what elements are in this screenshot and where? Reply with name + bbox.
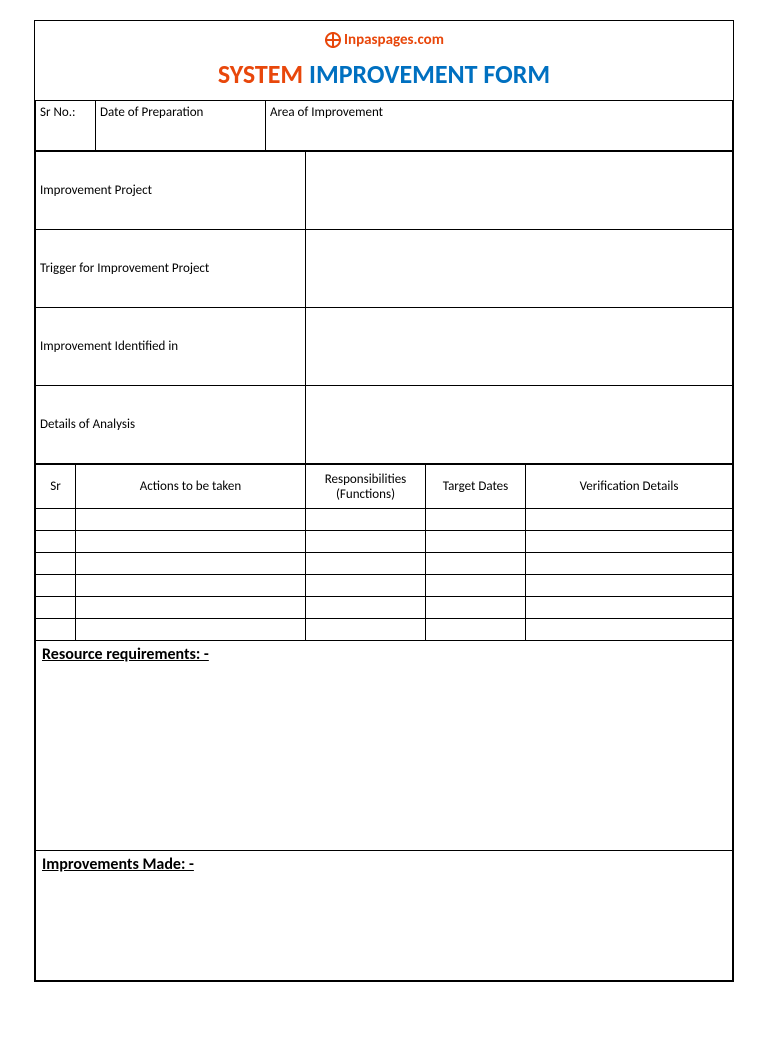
table-row <box>36 531 733 553</box>
table-row <box>36 597 733 619</box>
cell-resp[interactable] <box>306 619 426 641</box>
cell-actions[interactable] <box>76 597 306 619</box>
cell-sr[interactable] <box>36 575 76 597</box>
cell-target[interactable] <box>426 597 526 619</box>
logo-text: Inpaspages.com <box>344 31 444 49</box>
form-title: SYSTEM IMPROVEMENT FORM <box>35 56 733 100</box>
cell-sr[interactable] <box>36 531 76 553</box>
cell-resp[interactable] <box>306 553 426 575</box>
cell-verification[interactable] <box>526 597 733 619</box>
cell-resp[interactable] <box>306 509 426 531</box>
cell-sr[interactable] <box>36 597 76 619</box>
col-header-verification: Verification Details <box>526 465 733 509</box>
logo-area: Inpaspages.com <box>35 21 733 56</box>
field-improvement-project[interactable] <box>306 152 733 230</box>
table-row <box>36 553 733 575</box>
label-details-analysis: Details of Analysis <box>36 386 306 464</box>
cell-actions[interactable] <box>76 531 306 553</box>
table-row <box>36 619 733 641</box>
cell-target[interactable] <box>426 531 526 553</box>
cell-target[interactable] <box>426 619 526 641</box>
label-date-prep: Date of Preparation <box>96 101 266 151</box>
actions-table: Sr Actions to be taken Responsibilities … <box>35 464 733 641</box>
cell-sr[interactable] <box>36 553 76 575</box>
improvements-made-section[interactable]: Improvements Made: - <box>35 851 733 981</box>
header-table: Sr No.: Date of Preparation Area of Impr… <box>35 100 733 151</box>
col-header-sr: Sr <box>36 465 76 509</box>
form-page: Inpaspages.com SYSTEM IMPROVEMENT FORM S… <box>34 20 734 982</box>
resource-requirements-heading: Resource requirements: - <box>42 645 209 664</box>
cell-verification[interactable] <box>526 531 733 553</box>
table-row <box>36 575 733 597</box>
cell-verification[interactable] <box>526 619 733 641</box>
cell-verification[interactable] <box>526 575 733 597</box>
col-header-responsibilities: Responsibilities (Functions) <box>306 465 426 509</box>
cell-actions[interactable] <box>76 553 306 575</box>
form-outer-border: Inpaspages.com SYSTEM IMPROVEMENT FORM S… <box>34 20 734 982</box>
label-sr-no: Sr No.: <box>36 101 96 151</box>
label-identified-in: Improvement Identified in <box>36 308 306 386</box>
logo: Inpaspages.com <box>324 31 444 49</box>
title-rest: IMPROVEMENT FORM <box>309 58 550 90</box>
cell-actions[interactable] <box>76 575 306 597</box>
resource-requirements-section[interactable]: Resource requirements: - <box>35 641 733 851</box>
cell-sr[interactable] <box>36 619 76 641</box>
field-identified-in[interactable] <box>306 308 733 386</box>
table-row <box>36 509 733 531</box>
cell-target[interactable] <box>426 509 526 531</box>
title-word-system: SYSTEM <box>218 58 303 90</box>
field-details-analysis[interactable] <box>306 386 733 464</box>
col-header-actions: Actions to be taken <box>76 465 306 509</box>
label-area-improvement: Area of Improvement <box>266 101 733 151</box>
logo-icon <box>324 31 342 49</box>
cell-resp[interactable] <box>306 531 426 553</box>
cell-target[interactable] <box>426 553 526 575</box>
col-header-target: Target Dates <box>426 465 526 509</box>
label-trigger: Trigger for Improvement Project <box>36 230 306 308</box>
label-improvement-project: Improvement Project <box>36 152 306 230</box>
cell-resp[interactable] <box>306 597 426 619</box>
actions-tbody <box>36 509 733 641</box>
improvements-made-heading: Improvements Made: - <box>42 855 194 874</box>
cell-verification[interactable] <box>526 509 733 531</box>
cell-resp[interactable] <box>306 575 426 597</box>
field-trigger[interactable] <box>306 230 733 308</box>
cell-target[interactable] <box>426 575 526 597</box>
cell-actions[interactable] <box>76 509 306 531</box>
cell-verification[interactable] <box>526 553 733 575</box>
detail-rows-table: Improvement Project Trigger for Improvem… <box>35 151 733 464</box>
cell-sr[interactable] <box>36 509 76 531</box>
cell-actions[interactable] <box>76 619 306 641</box>
